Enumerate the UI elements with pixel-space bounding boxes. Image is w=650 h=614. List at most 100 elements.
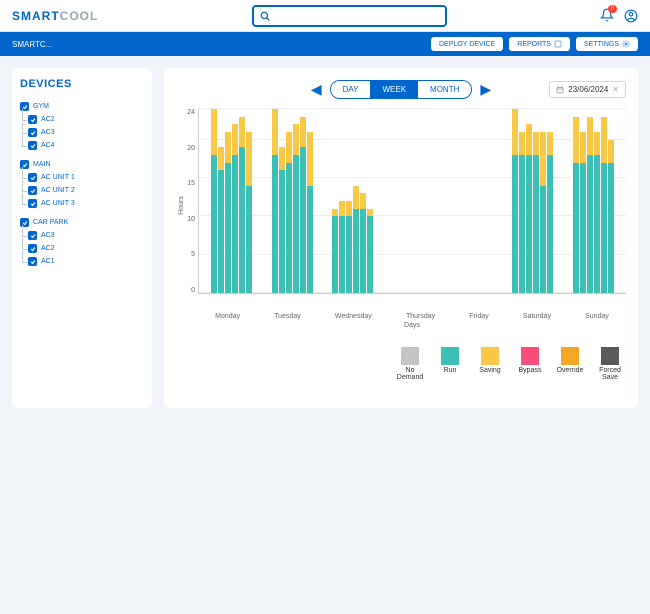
bar: [519, 109, 525, 293]
prev-arrow[interactable]: ◀: [311, 81, 322, 98]
bar: [573, 109, 579, 293]
tree-child[interactable]: AC3: [28, 128, 144, 137]
checkbox-icon[interactable]: [28, 257, 37, 266]
clear-date-icon[interactable]: ✕: [612, 85, 619, 94]
x-tick: Monday: [215, 313, 240, 320]
tree-child-label: AC3: [41, 129, 55, 136]
day-group: [393, 109, 433, 293]
logo-part1: SMART: [12, 9, 60, 23]
period-segmented: DAY WEEK MONTH: [330, 80, 473, 99]
period-month[interactable]: MONTH: [418, 81, 471, 98]
bar: [307, 109, 313, 293]
tree-child-label: AC UNIT 2: [41, 187, 75, 194]
search-box[interactable]: [252, 5, 447, 27]
legend-item: Forced Save: [594, 347, 626, 381]
tree-child-label: AC4: [41, 142, 55, 149]
checkbox-icon[interactable]: [28, 186, 37, 195]
checkbox-icon[interactable]: [28, 231, 37, 240]
search-input[interactable]: [274, 11, 439, 21]
bar: [279, 109, 285, 293]
bar: [239, 109, 245, 293]
legend-item: Saving: [474, 347, 506, 381]
bar: [211, 109, 217, 293]
logo-part2: COOL: [60, 9, 99, 23]
deploy-device-button[interactable]: DEPLOY DEVICE: [431, 37, 503, 51]
tree-child[interactable]: AC2: [28, 244, 144, 253]
breadcrumb: SMARTC...: [12, 40, 431, 49]
bar: [346, 109, 352, 293]
reports-button[interactable]: REPORTS: [509, 37, 570, 51]
tree-child-label: AC2: [41, 116, 55, 123]
tree-parent-label: GYM: [33, 103, 49, 110]
checkbox-icon[interactable]: [28, 173, 37, 182]
bar: [608, 109, 614, 293]
tree-child[interactable]: AC3: [28, 231, 144, 240]
tree-child[interactable]: AC2: [28, 115, 144, 124]
period-day[interactable]: DAY: [331, 81, 371, 98]
user-icon[interactable]: [624, 9, 638, 23]
legend-label: Run: [444, 367, 457, 374]
bar: [300, 109, 306, 293]
date-value: 23/06/2024: [568, 85, 608, 94]
tree-parent[interactable]: GYM: [20, 102, 144, 111]
x-tick: Saturday: [523, 313, 551, 320]
tree-parent[interactable]: MAIN: [20, 160, 144, 169]
checkbox-icon[interactable]: [28, 128, 37, 137]
bar: [286, 109, 292, 293]
sidebar-title: DEVICES: [20, 78, 144, 90]
checkbox-icon[interactable]: [28, 115, 37, 124]
checkbox-icon[interactable]: [28, 141, 37, 150]
date-picker[interactable]: 23/06/2024 ✕: [549, 81, 626, 98]
tree-child[interactable]: AC UNIT 3: [28, 199, 144, 208]
y-axis-label: Hours: [178, 196, 185, 215]
chart-panel: ◀ DAY WEEK MONTH ▶ 23/06/2024 ✕ Hours 24…: [164, 68, 638, 408]
bar: [540, 109, 546, 293]
settings-button[interactable]: SETTINGS: [576, 37, 638, 51]
day-group: [272, 109, 313, 293]
legend-label: No Demand: [394, 367, 426, 381]
tree-child[interactable]: AC1: [28, 257, 144, 266]
tree-child-label: AC3: [41, 232, 55, 239]
tree-child[interactable]: AC4: [28, 141, 144, 150]
tree-parent[interactable]: CAR PARK: [20, 218, 144, 227]
tree-parent-label: MAIN: [33, 161, 51, 168]
day-group: [573, 109, 614, 293]
day-group: [512, 109, 553, 293]
tree-child-label: AC UNIT 1: [41, 174, 75, 181]
bar: [232, 109, 238, 293]
bar: [293, 109, 299, 293]
bar: [353, 109, 359, 293]
checkbox-icon[interactable]: [28, 244, 37, 253]
tree-child-label: AC UNIT 3: [41, 200, 75, 207]
bar: [526, 109, 532, 293]
bar: [601, 109, 607, 293]
tree-child[interactable]: AC UNIT 1: [28, 173, 144, 182]
search-icon: [260, 11, 270, 21]
legend-swatch: [521, 347, 539, 365]
bar: [512, 109, 518, 293]
bar: [547, 109, 553, 293]
bar: [367, 109, 373, 293]
devices-sidebar: DEVICES GYM AC2 AC3 AC4 MAIN AC UNIT 1 AC UNIT…: [12, 68, 152, 408]
bar: [360, 109, 366, 293]
y-tick: 0: [191, 287, 195, 294]
chart: Hours 2420151050: [176, 109, 626, 309]
legend-label: Saving: [479, 367, 500, 374]
tree-child-label: AC1: [41, 258, 55, 265]
tree-child[interactable]: AC UNIT 2: [28, 186, 144, 195]
bar: [332, 109, 338, 293]
calendar-icon: [556, 86, 564, 94]
period-week[interactable]: WEEK: [370, 81, 418, 98]
x-axis-label: Days: [198, 322, 626, 329]
legend: No DemandRunSavingBypassOverrideForced S…: [176, 347, 626, 381]
tree-parent-label: CAR PARK: [33, 219, 68, 226]
notification-badge: 0: [608, 5, 617, 13]
checkbox-icon[interactable]: [28, 199, 37, 208]
legend-item: No Demand: [394, 347, 426, 381]
next-arrow[interactable]: ▶: [480, 81, 491, 98]
day-group: [211, 109, 252, 293]
legend-label: Forced Save: [594, 367, 626, 381]
notifications-button[interactable]: 0: [600, 8, 614, 24]
y-tick: 5: [191, 251, 195, 258]
legend-label: Bypass: [519, 367, 542, 374]
